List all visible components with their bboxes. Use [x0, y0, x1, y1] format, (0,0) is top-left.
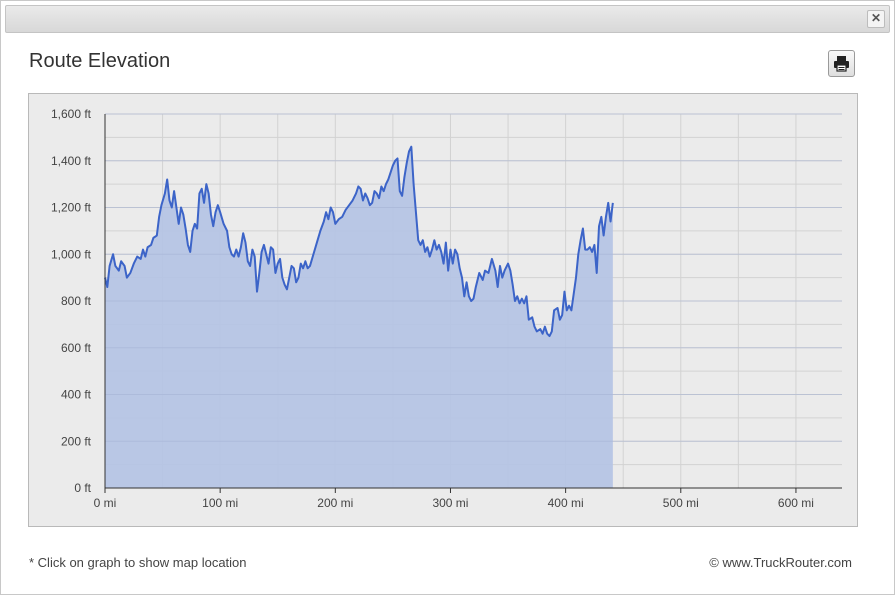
elevation-area — [105, 146, 613, 488]
footer-note: * Click on graph to show map location — [29, 555, 247, 570]
y-tick-label: 1,600 ft — [51, 107, 92, 121]
elevation-chart[interactable]: 0 ft 200 ft 400 ft 600 ft 800 ft 1,000 ft 1,20… — [28, 93, 858, 527]
elevation-line — [104, 145, 614, 338]
x-tick-label: 500 mi — [663, 496, 699, 510]
close-icon[interactable]: ✕ — [867, 10, 885, 28]
print-button[interactable] — [828, 50, 855, 77]
page-title: Route Elevation — [29, 50, 171, 72]
y-tick-label: 400 ft — [61, 388, 92, 402]
y-tick-label: 1,200 ft — [51, 201, 92, 215]
x-tick-label: 400 mi — [548, 496, 584, 510]
y-tick-label: 1,000 ft — [51, 247, 92, 261]
x-tick-label: 0 mi — [94, 496, 117, 510]
dialog-titlebar[interactable]: ✕ — [5, 5, 890, 33]
footer-copyright: © www.TruckRouter.com — [709, 555, 852, 570]
x-tick-label: 600 mi — [778, 496, 814, 510]
y-tick-label: 600 ft — [61, 341, 92, 355]
printer-icon — [834, 56, 849, 72]
y-tick-label: 0 ft — [74, 481, 91, 495]
y-tick-label: 1,400 ft — [51, 154, 92, 168]
x-tick-label: 300 mi — [432, 496, 468, 510]
x-tick-label: 100 mi — [202, 496, 238, 510]
y-tick-label: 800 ft — [61, 294, 92, 308]
x-tick-label: 200 mi — [317, 496, 353, 510]
y-tick-label: 200 ft — [61, 434, 92, 448]
elevation-chart-svg[interactable]: 0 ft 200 ft 400 ft 600 ft 800 ft 1,000 ft 1,20… — [29, 94, 857, 526]
